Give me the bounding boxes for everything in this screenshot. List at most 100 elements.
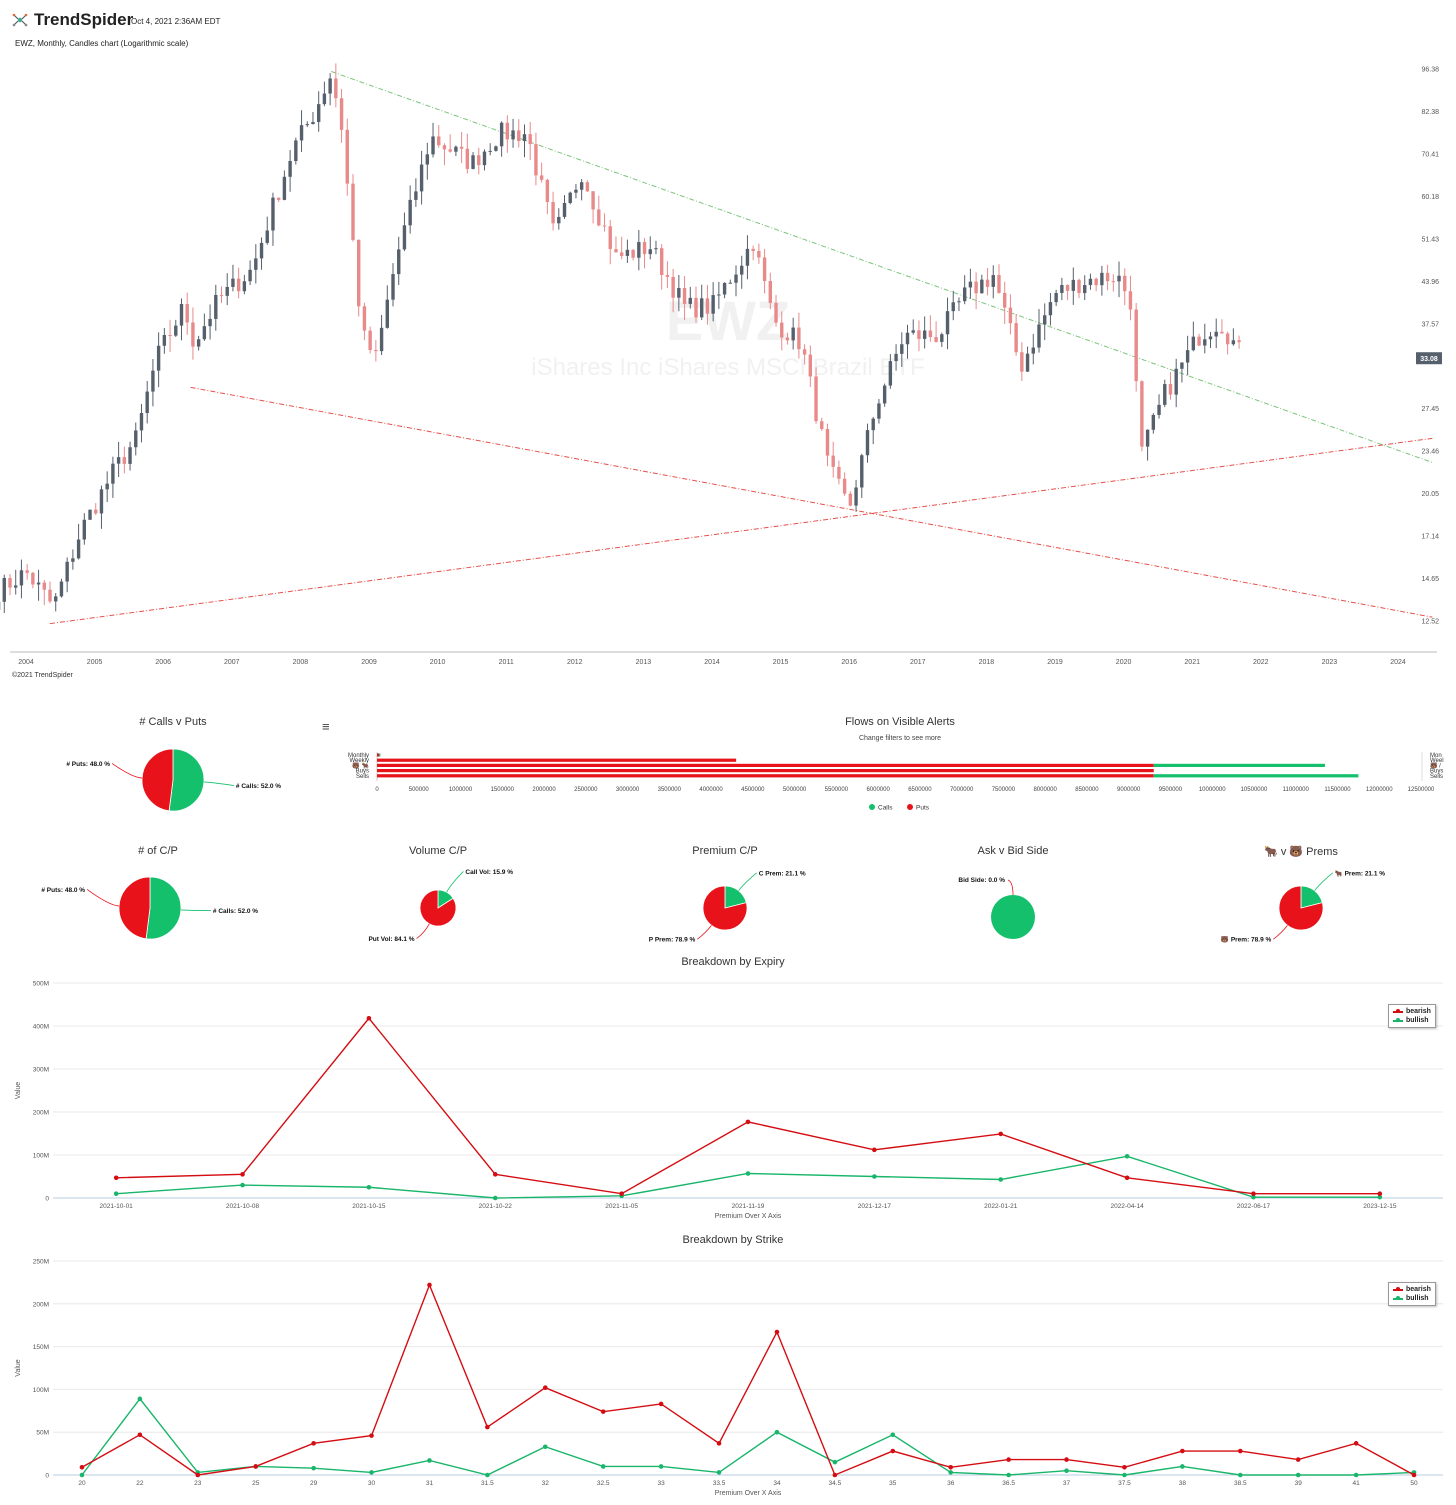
candle-body	[619, 252, 624, 256]
strike-legend[interactable]: bearish bullish	[1388, 1282, 1436, 1306]
candle-body	[688, 297, 692, 304]
flows-bar-puts	[377, 774, 1154, 778]
candle-body	[1180, 362, 1184, 369]
candle-body	[1237, 340, 1241, 343]
candle-body	[328, 78, 332, 94]
x-tick-label: 25	[252, 1480, 260, 1487]
candle-body	[419, 164, 424, 192]
expiry-legend[interactable]: bearish bullish	[1388, 1004, 1436, 1028]
bull-bear-prems-connector	[1273, 925, 1288, 940]
flows-subtitle[interactable]: Change filters to see more	[858, 735, 942, 742]
candle-body	[288, 161, 292, 177]
flows-x-tick: 3500000	[658, 787, 682, 793]
flows-x-tick: 3000000	[616, 787, 640, 793]
x-tick-label: 2021-10-01	[100, 1203, 134, 1210]
flows-x-tick: 12000000	[1366, 787, 1393, 793]
flows-x-tick: 6000000	[866, 787, 890, 793]
candle-body	[94, 509, 98, 514]
flows-x-tick: 2500000	[574, 787, 598, 793]
candle-body	[1185, 350, 1190, 363]
candle-body	[99, 489, 104, 514]
candle-body	[1140, 381, 1144, 447]
candle-body	[414, 191, 418, 200]
flows-legend-label: Calls	[878, 805, 893, 812]
point-bullish	[890, 1432, 896, 1438]
flows-x-tick: 5500000	[825, 787, 849, 793]
chart-subtitle: EWZ, Monthly, Candles chart (Logarithmic…	[15, 39, 189, 48]
candle-body	[202, 326, 207, 340]
flows-bar-puts	[377, 769, 1154, 773]
x-tick-label: 38.5	[1234, 1480, 1247, 1487]
y-tick-label: 96.38	[1421, 67, 1439, 74]
candle-body	[700, 298, 704, 318]
candle-body	[905, 332, 910, 345]
x-tick-label: 2016	[841, 659, 857, 666]
candle-body	[751, 248, 755, 252]
legend-item-bullish[interactable]: bullish	[1393, 1016, 1431, 1025]
legend-item-bearish[interactable]: bearish	[1393, 1007, 1431, 1016]
pie-title-ask-bid: Ask v Bid Side	[977, 845, 1049, 857]
hamburger-menu-icon[interactable]: ≡	[322, 719, 330, 734]
flows-x-tick: 6500000	[908, 787, 932, 793]
flows-x-tick: 0	[375, 787, 379, 793]
trendline-upper-resistance	[331, 71, 1433, 463]
y-tick-label: 200M	[33, 1110, 49, 1117]
candle-body	[88, 509, 92, 520]
point-bearish	[1006, 1457, 1011, 1462]
y-tick-label: 43.96	[1421, 279, 1439, 286]
series-line-bullish	[81, 1397, 1415, 1476]
candle-body	[602, 225, 607, 227]
candle-body	[974, 281, 978, 294]
candle-body	[54, 596, 58, 602]
candle-body	[1191, 336, 1196, 351]
flows-row-label: Weekly	[349, 758, 369, 764]
candle-body	[962, 287, 967, 302]
candle-body	[762, 257, 767, 282]
point-bearish	[79, 1464, 85, 1470]
candle-body	[254, 258, 258, 270]
point-bearish	[492, 1172, 498, 1177]
point-bearish	[872, 1147, 877, 1153]
x-tick-label: 2004	[18, 659, 34, 666]
candle-body	[111, 463, 115, 484]
x-tick-label: 2024	[1390, 659, 1406, 666]
flows-row-label-right: Sells	[1430, 774, 1443, 780]
candle-body	[637, 242, 641, 258]
candle-body	[379, 327, 384, 352]
candle-body	[940, 334, 944, 342]
flows-x-tick: 11500000	[1324, 787, 1351, 793]
point-bearish	[1251, 1191, 1256, 1196]
flows-bar-calls	[1153, 774, 1359, 778]
calls-v-puts-slice	[168, 748, 205, 812]
candle-body	[219, 294, 224, 296]
bearish-marker-icon	[1393, 1287, 1403, 1291]
x-tick-label: 2020	[1116, 659, 1132, 666]
candle-body	[922, 330, 927, 339]
candle-body	[128, 447, 132, 464]
legend-item-bullish[interactable]: bullish	[1393, 1294, 1431, 1303]
point-bearish	[366, 1015, 372, 1021]
x-tick-label: 31.5	[481, 1480, 494, 1487]
candle-body	[694, 297, 698, 318]
candle-body	[900, 344, 904, 354]
candle-body	[139, 413, 144, 431]
x-tick-label: 2021-10-22	[479, 1203, 513, 1210]
legend-item-bearish[interactable]: bearish	[1393, 1285, 1431, 1294]
candle-body	[1134, 309, 1138, 382]
candle-body	[1083, 285, 1087, 294]
x-tick-label: 2011	[499, 659, 514, 666]
candle-body	[659, 248, 664, 275]
candle-body	[437, 136, 441, 146]
candle-body	[522, 134, 527, 142]
x-tick-label: 2021	[1184, 659, 1200, 666]
flows-row-label-right: Mon	[1430, 753, 1442, 759]
num-cp-label: # Calls: 52.0 %	[213, 908, 258, 915]
candle-body	[334, 78, 338, 99]
bull-bear-prems-connector	[1314, 872, 1333, 891]
candle-body	[134, 430, 138, 448]
candle-body	[820, 421, 824, 429]
point-bullish	[948, 1470, 954, 1475]
point-bullish	[427, 1458, 432, 1463]
expiry-chart-title: Breakdown by Expiry	[681, 956, 785, 968]
